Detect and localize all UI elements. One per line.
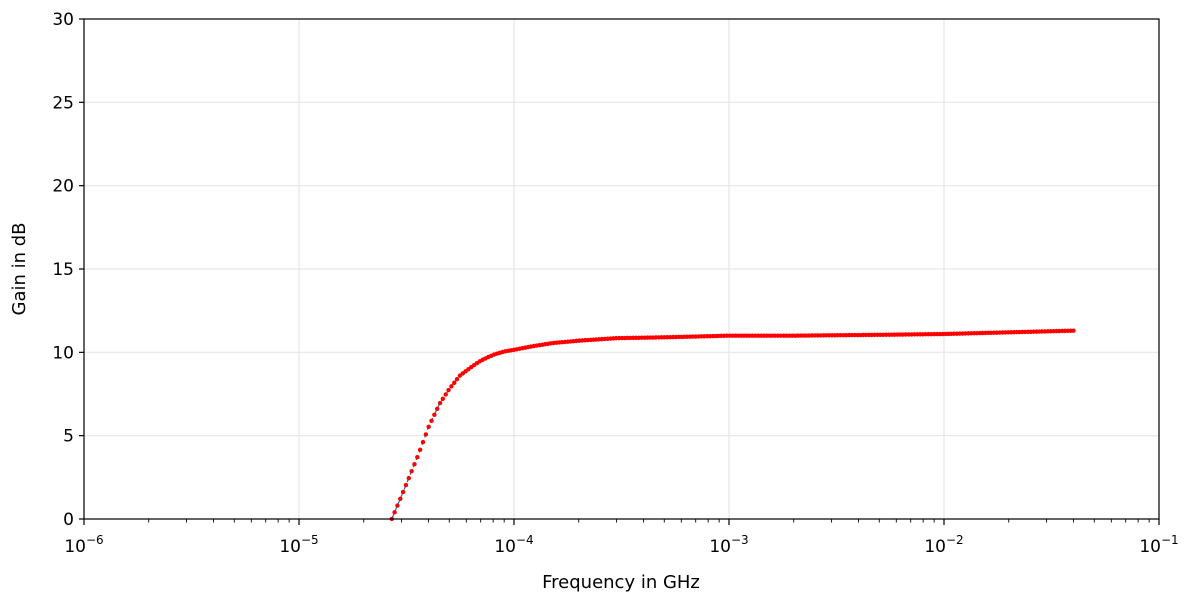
- series-marker: [417, 447, 423, 453]
- axis-ticks: [79, 18, 1160, 525]
- x-tick-exponent: −1: [1161, 533, 1179, 547]
- series-marker: [406, 475, 411, 481]
- series-marker: [398, 496, 403, 501]
- y-tick-label: 20: [52, 177, 74, 197]
- y-tick-label: 0: [63, 510, 74, 530]
- series-marker: [420, 439, 426, 445]
- series-marker: [440, 396, 446, 401]
- y-tick-label: 10: [52, 343, 74, 363]
- series-marker: [429, 418, 434, 424]
- x-tick-exponent: −2: [946, 533, 964, 547]
- series-marker: [452, 380, 457, 385]
- series-marker: [423, 432, 429, 437]
- x-tick-label: 10−3: [709, 533, 748, 557]
- grid: [83, 18, 1160, 520]
- x-tick-label: 10−2: [924, 533, 963, 557]
- series-line: [391, 330, 1074, 520]
- x-tick-exponent: −5: [301, 533, 319, 547]
- series-marker: [409, 468, 414, 474]
- y-axis-label: Gain in dB: [9, 222, 30, 315]
- series-marker: [454, 376, 460, 382]
- x-tick-label: 10−5: [279, 533, 318, 557]
- x-tick-base: 10: [924, 537, 946, 557]
- series-marker: [415, 454, 420, 460]
- series-marker: [403, 482, 409, 488]
- y-tick-label: 25: [52, 93, 74, 113]
- x-tick-base: 10: [709, 537, 731, 557]
- x-tick-label: 10−4: [494, 533, 533, 557]
- series-layer: [389, 328, 1076, 522]
- series-marker: [1071, 328, 1076, 333]
- x-tick-label: 10−6: [64, 533, 103, 557]
- x-tick-label: 10−1: [1139, 533, 1178, 557]
- series-marker: [400, 489, 406, 495]
- x-tick-exponent: −4: [516, 533, 534, 547]
- series-marker: [392, 510, 397, 515]
- series-marker: [395, 503, 400, 508]
- x-tick-base: 10: [1139, 537, 1161, 557]
- y-tick-label: 5: [63, 427, 74, 447]
- series-marker: [412, 461, 417, 467]
- x-tick-base: 10: [494, 537, 516, 557]
- x-tick-exponent: −6: [86, 533, 104, 547]
- x-tick-base: 10: [64, 537, 86, 557]
- series-marker: [437, 400, 443, 406]
- x-tick-exponent: −3: [731, 533, 749, 547]
- x-axis-label: Frequency in GHz: [542, 572, 700, 593]
- y-tick-label: 30: [52, 10, 74, 30]
- series-marker: [446, 387, 451, 393]
- series-marker: [434, 406, 440, 411]
- series-marker: [426, 424, 431, 430]
- y-tick-label: 15: [52, 260, 74, 280]
- x-tick-base: 10: [279, 537, 301, 557]
- series-marker: [443, 392, 448, 397]
- series-marker: [432, 412, 437, 418]
- series-marker: [449, 384, 454, 389]
